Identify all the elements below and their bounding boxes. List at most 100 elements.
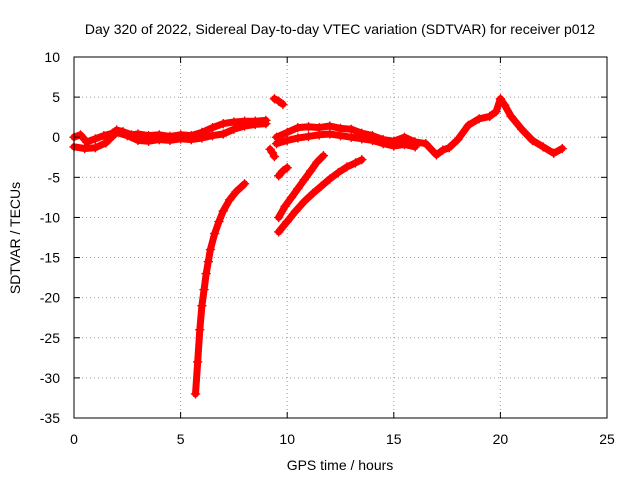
data-point: [218, 129, 228, 139]
data-point: [282, 216, 292, 227]
data-point: [201, 268, 211, 279]
data-point: [305, 166, 316, 176]
data-point: [278, 99, 288, 110]
data-point: [79, 143, 90, 154]
data-point: [218, 118, 228, 129]
data-point: [224, 195, 235, 205]
data-point: [197, 133, 207, 143]
data-point: [250, 119, 260, 130]
x-tick-label: 5: [177, 431, 185, 447]
y-tick-label: 5: [52, 89, 60, 105]
data-point: [399, 139, 410, 150]
series-short-arc-1: [273, 162, 292, 181]
y-tick-label: -10: [40, 209, 60, 225]
data-point: [357, 134, 367, 144]
data-point: [410, 142, 420, 152]
data-series: [69, 93, 567, 399]
data-point: [199, 284, 209, 295]
grid-lines: [74, 57, 607, 418]
data-point: [205, 244, 216, 255]
chart-title: Day 320 of 2022, Sidereal Day-to-day VTE…: [85, 21, 595, 37]
data-point: [325, 129, 335, 139]
series-recovery-ramp-2: [273, 154, 367, 237]
data-point: [90, 142, 101, 153]
data-point: [314, 130, 324, 140]
data-point: [195, 325, 205, 335]
data-point: [444, 142, 454, 153]
data-point: [303, 131, 314, 142]
data-point: [527, 135, 538, 146]
data-point: [190, 389, 201, 399]
data-point: [342, 162, 352, 172]
series-trail: [70, 116, 270, 146]
data-point: [218, 206, 228, 216]
y-tick-label: 0: [52, 129, 60, 145]
data-point: [335, 130, 346, 141]
axis-ticks: 0 5 10 15 20 25 10 5 0 -5 -10 -15 -20 -25 -30 -35: [40, 49, 615, 447]
data-point: [312, 157, 322, 167]
data-point: [133, 135, 143, 146]
data-point: [186, 134, 197, 145]
series-steep-ramp: [190, 179, 250, 399]
y-tick-label: -35: [40, 410, 60, 426]
data-point: [463, 120, 474, 130]
plot-frame: [73, 56, 608, 419]
data-point: [101, 138, 111, 148]
data-point: [203, 256, 214, 267]
data-point: [239, 179, 250, 189]
data-point: [192, 357, 203, 367]
data-point: [229, 124, 239, 134]
series-lower-band: [69, 118, 271, 154]
y-tick-label: -20: [40, 290, 60, 306]
data-point: [282, 162, 292, 173]
data-point: [299, 174, 310, 185]
series-short-arc-3: [265, 144, 280, 162]
data-point: [143, 136, 154, 146]
y-axis-label: SDTVAR / TECUs: [7, 182, 23, 294]
data-point: [538, 142, 548, 152]
data-point: [231, 187, 241, 197]
data-point: [197, 300, 207, 311]
data-point: [82, 137, 92, 147]
data-point: [325, 121, 335, 131]
x-tick-label: 15: [386, 431, 402, 447]
data-point: [175, 134, 186, 144]
series-trail: [192, 180, 249, 398]
y-tick-label: -30: [40, 370, 60, 386]
data-point: [346, 132, 356, 142]
data-point: [346, 124, 356, 134]
y-tick-label: -5: [48, 169, 61, 185]
data-point: [389, 141, 399, 151]
data-point: [111, 127, 122, 138]
data-point: [299, 196, 310, 207]
data-point: [557, 143, 567, 154]
x-tick-label: 20: [493, 431, 509, 447]
y-tick-label: -15: [40, 250, 60, 266]
data-point: [325, 174, 335, 184]
data-point: [239, 121, 250, 131]
data-point: [293, 183, 303, 194]
data-point: [350, 158, 361, 168]
data-point: [316, 181, 327, 191]
series-afternoon-arc: [271, 93, 567, 160]
data-point: [207, 130, 218, 141]
series-trail: [275, 152, 327, 221]
data-point: [75, 130, 86, 140]
y-tick-label: 10: [44, 49, 60, 65]
data-point: [280, 201, 290, 211]
data-point: [303, 122, 314, 132]
data-point: [293, 122, 303, 133]
data-point: [122, 130, 133, 141]
data-point: [438, 145, 448, 155]
data-point: [318, 150, 329, 161]
data-point: [453, 134, 463, 145]
x-axis-label: GPS time / hours: [287, 457, 394, 473]
series-afternoon-low-band: [271, 129, 420, 152]
data-point: [293, 133, 303, 143]
data-point: [207, 122, 218, 133]
data-point: [421, 138, 431, 149]
data-point: [333, 167, 344, 178]
data-point: [548, 148, 559, 159]
data-point: [516, 124, 527, 134]
